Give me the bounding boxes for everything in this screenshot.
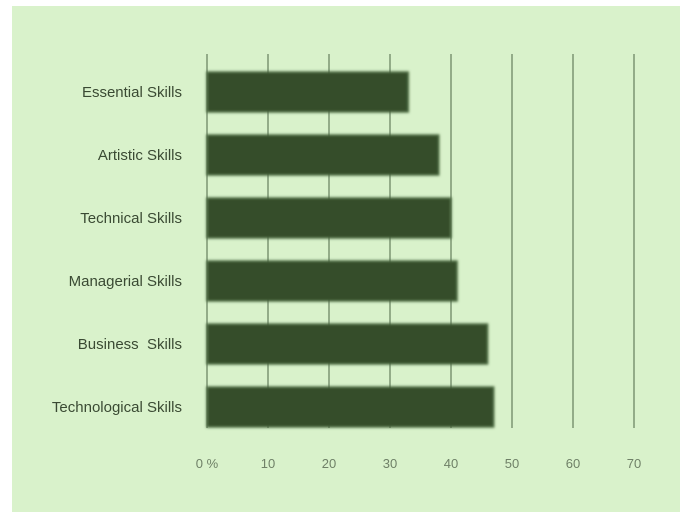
- category-label: Technical Skills: [80, 210, 182, 227]
- x-tick-label: 10: [261, 456, 275, 471]
- category-label: Artistic Skills: [98, 147, 182, 164]
- gridlines: [206, 54, 635, 428]
- category-labels: Essential Skills Artistic Skills Technical…: [52, 84, 182, 416]
- x-tick-label: 20: [322, 456, 336, 471]
- x-tick-label: 40: [444, 456, 458, 471]
- chart-panel: Essential Skills Artistic Skills Technical…: [12, 6, 680, 512]
- category-label: Essential Skills: [82, 84, 182, 101]
- category-label: Technological Skills: [52, 399, 182, 416]
- bar: [206, 260, 458, 302]
- category-label: Business Skills: [78, 336, 182, 353]
- x-tick-label: 30: [383, 456, 397, 471]
- bar: [206, 71, 410, 113]
- bar: [206, 197, 452, 239]
- x-tick-label: 70: [627, 456, 641, 471]
- x-axis-tick-labels: 0 % 10 20 30 40 50 60 70: [196, 456, 641, 471]
- x-tick-label: 0 %: [196, 456, 219, 471]
- bars: [206, 71, 495, 428]
- bar: [206, 323, 489, 365]
- x-tick-label: 50: [505, 456, 519, 471]
- bar: [206, 134, 440, 176]
- x-tick-label: 60: [566, 456, 580, 471]
- bar: [206, 386, 495, 428]
- category-label: Managerial Skills: [69, 273, 182, 290]
- bar-chart: Essential Skills Artistic Skills Technical…: [52, 54, 641, 471]
